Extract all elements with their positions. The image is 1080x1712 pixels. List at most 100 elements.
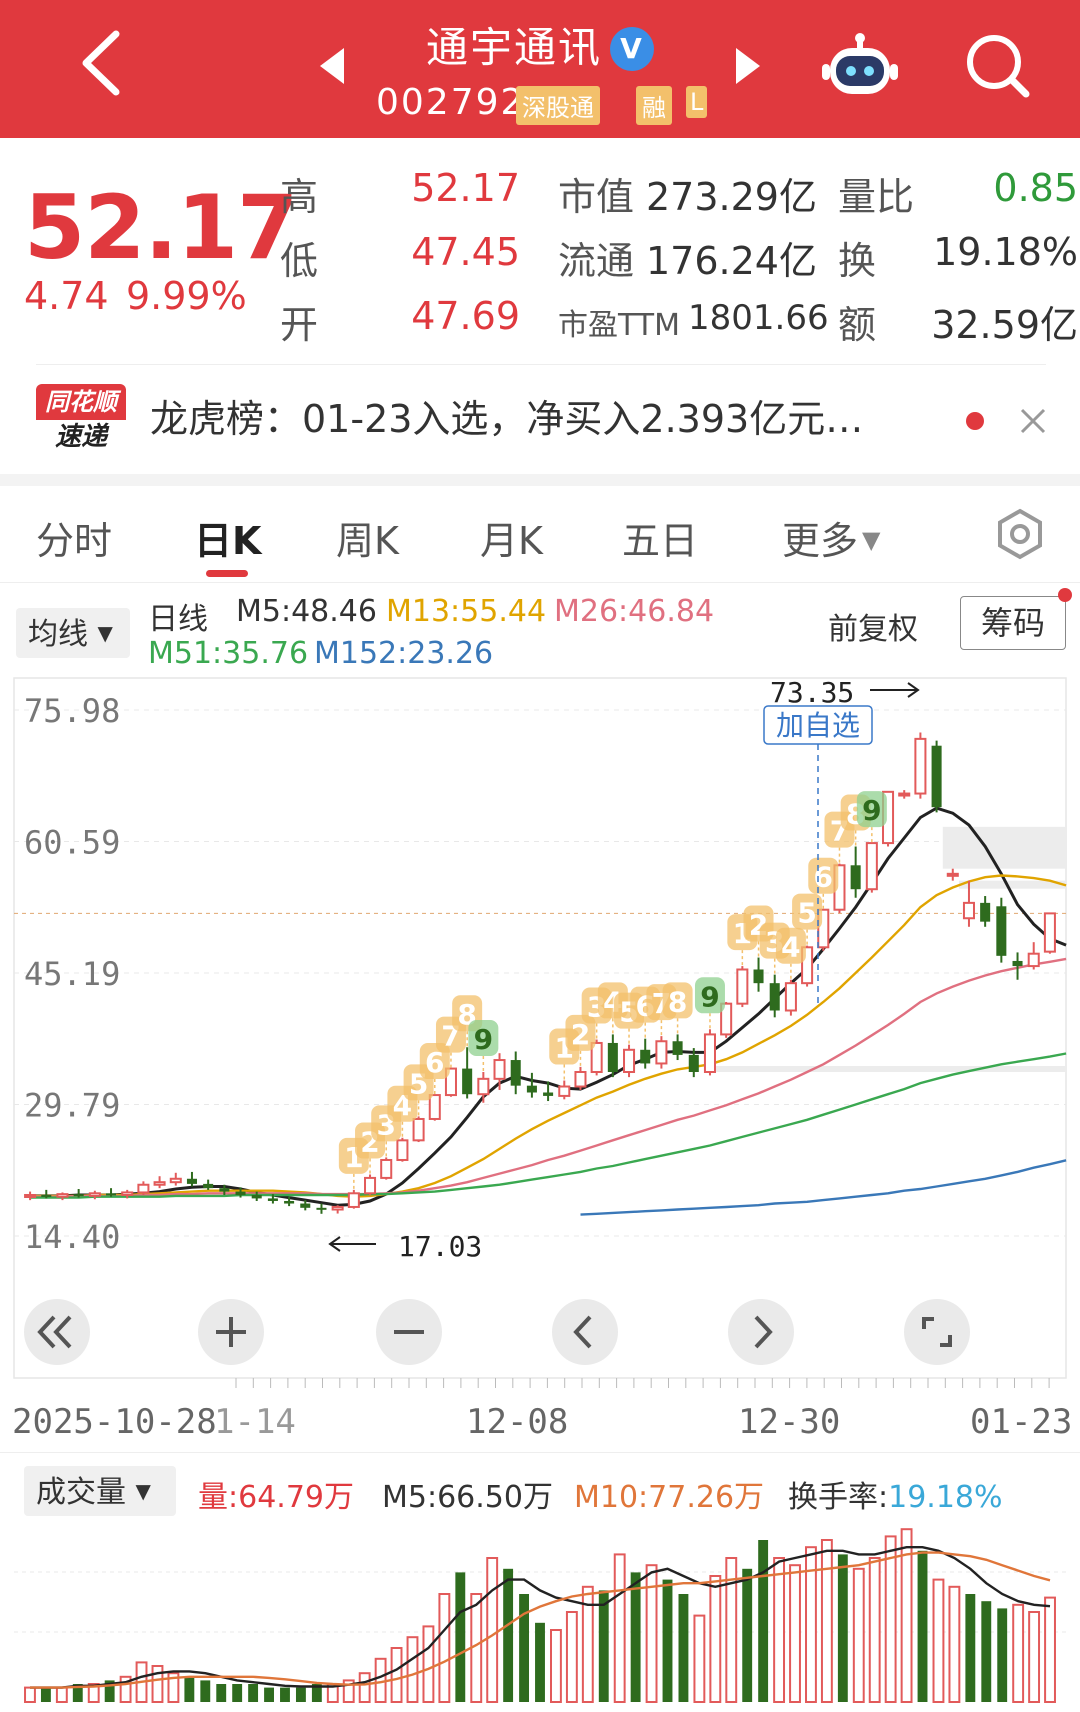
ma-line-m13 bbox=[30, 874, 1067, 1198]
next-stock-icon[interactable] bbox=[732, 46, 762, 86]
high-value: 52.17 bbox=[411, 166, 520, 210]
volume-value: 量:64.79万 bbox=[198, 1480, 354, 1515]
add-watch-button[interactable]: 加自选 bbox=[763, 705, 873, 745]
volume-vol-ma10-line bbox=[30, 1551, 1051, 1689]
notification-dot bbox=[1058, 588, 1072, 602]
candle bbox=[1027, 942, 1040, 970]
collapse-left-button[interactable] bbox=[24, 1299, 90, 1365]
candle bbox=[153, 1176, 166, 1189]
ma-line-m5 bbox=[30, 806, 1067, 1207]
tab-monthly-k[interactable]: 月K bbox=[480, 519, 543, 563]
svg-text:4: 4 bbox=[781, 931, 800, 964]
chevron-down-icon: ▼ bbox=[135, 1479, 151, 1503]
prev-stock-icon[interactable] bbox=[318, 46, 348, 86]
candle bbox=[784, 979, 797, 1016]
high-marker-arrowhead bbox=[907, 682, 920, 698]
volume-bar bbox=[1044, 1596, 1056, 1703]
candle bbox=[396, 1137, 409, 1162]
amount-value: 32.59亿 bbox=[931, 303, 1078, 347]
indicator-selector[interactable]: 均线 ▼ bbox=[16, 608, 130, 658]
volume-bar bbox=[662, 1579, 673, 1702]
volume-bar bbox=[884, 1535, 897, 1704]
candle bbox=[898, 790, 911, 799]
candle bbox=[251, 1191, 262, 1201]
volume-bar bbox=[837, 1554, 848, 1702]
x-tick-label: 1-14 bbox=[214, 1402, 296, 1442]
candle bbox=[574, 1066, 587, 1090]
volume-bar bbox=[693, 1614, 706, 1703]
candle bbox=[607, 1034, 618, 1078]
volume-bar bbox=[455, 1572, 466, 1702]
tab-intraday[interactable]: 分时 bbox=[36, 519, 113, 563]
tab-five-day[interactable]: 五日 bbox=[622, 519, 699, 563]
zoom-in-button[interactable] bbox=[198, 1299, 264, 1365]
price-gap-zone bbox=[709, 1066, 1066, 1073]
low-value: 47.45 bbox=[411, 230, 520, 274]
settings-gear-icon[interactable] bbox=[994, 508, 1046, 560]
candle bbox=[284, 1196, 295, 1207]
candle bbox=[56, 1192, 69, 1201]
volume-bar bbox=[852, 1567, 865, 1703]
adjust-mode-button[interactable]: 前复权 bbox=[828, 612, 918, 647]
y-tick-label: 75.98 bbox=[24, 692, 120, 730]
close-icon[interactable] bbox=[1018, 406, 1048, 436]
robot-assistant-icon[interactable] bbox=[822, 28, 898, 104]
candle bbox=[169, 1172, 182, 1186]
candle bbox=[980, 896, 991, 927]
volume-bar bbox=[630, 1572, 641, 1702]
ma5-label: M5:48.46 bbox=[236, 594, 377, 629]
candle bbox=[623, 1044, 636, 1078]
scroll-left-button[interactable] bbox=[552, 1299, 618, 1365]
x-tick-label: 01-23 bbox=[970, 1402, 1073, 1442]
candle bbox=[640, 1038, 651, 1069]
volume-bar bbox=[868, 1557, 881, 1703]
stock-title: 通宇通讯 V bbox=[0, 14, 1080, 75]
candle bbox=[41, 1189, 52, 1199]
volume-bar bbox=[87, 1683, 100, 1703]
chips-button[interactable]: 筹码 bbox=[960, 596, 1066, 650]
divider bbox=[0, 582, 1080, 583]
divider bbox=[0, 1452, 1080, 1453]
search-icon[interactable] bbox=[962, 30, 1032, 100]
volume-bar bbox=[151, 1665, 164, 1703]
tab-daily-k[interactable]: 日K bbox=[194, 519, 262, 563]
fullscreen-button[interactable] bbox=[904, 1299, 970, 1365]
svg-text:8: 8 bbox=[668, 985, 687, 1018]
news-ticker[interactable]: 龙虎榜：01-23入选，净买入2.393亿元… bbox=[150, 397, 864, 441]
x-tick-label: 2025-10-28 bbox=[12, 1402, 217, 1442]
volume-indicator-selector[interactable]: 成交量 ▼ bbox=[24, 1466, 176, 1516]
candle bbox=[526, 1072, 537, 1098]
tag-margin: 融 bbox=[636, 86, 672, 125]
chevron-down-icon: ▼ bbox=[97, 621, 113, 645]
stock-code: 002792 bbox=[376, 82, 526, 123]
td-count-marker: 2 bbox=[565, 1014, 596, 1067]
td-count-marker: 9 bbox=[856, 791, 887, 844]
candle bbox=[817, 908, 830, 951]
amount-label: 额 bbox=[838, 303, 877, 347]
volume-bar bbox=[725, 1557, 738, 1703]
section-gap bbox=[0, 474, 1080, 486]
candle bbox=[316, 1203, 327, 1214]
back-icon[interactable] bbox=[72, 28, 132, 98]
tab-more[interactable]: 更多 ▼ bbox=[782, 510, 880, 565]
y-tick-label: 45.19 bbox=[24, 955, 120, 993]
chevron-right-icon bbox=[754, 1315, 773, 1349]
volume-vol-ma5-line bbox=[30, 1546, 1051, 1689]
candle bbox=[88, 1190, 101, 1200]
turnover-rate: 换手率:19.18% bbox=[788, 1472, 1003, 1516]
zoom-out-button[interactable] bbox=[376, 1299, 442, 1365]
volume-bar bbox=[232, 1684, 243, 1702]
candle bbox=[865, 842, 878, 893]
volume-bar bbox=[216, 1684, 227, 1702]
scroll-right-button[interactable] bbox=[728, 1299, 794, 1365]
volume-chart[interactable] bbox=[0, 1512, 1080, 1712]
market-cap-label: 市值 bbox=[558, 175, 635, 219]
tab-weekly-k[interactable]: 周K bbox=[336, 519, 399, 563]
low-marker-arrowhead bbox=[328, 1236, 341, 1252]
volume-bar bbox=[742, 1568, 753, 1702]
candle bbox=[300, 1200, 311, 1211]
price-change: 4.74 bbox=[24, 274, 109, 318]
volume-bar bbox=[72, 1684, 83, 1702]
active-tab-indicator bbox=[206, 570, 248, 577]
